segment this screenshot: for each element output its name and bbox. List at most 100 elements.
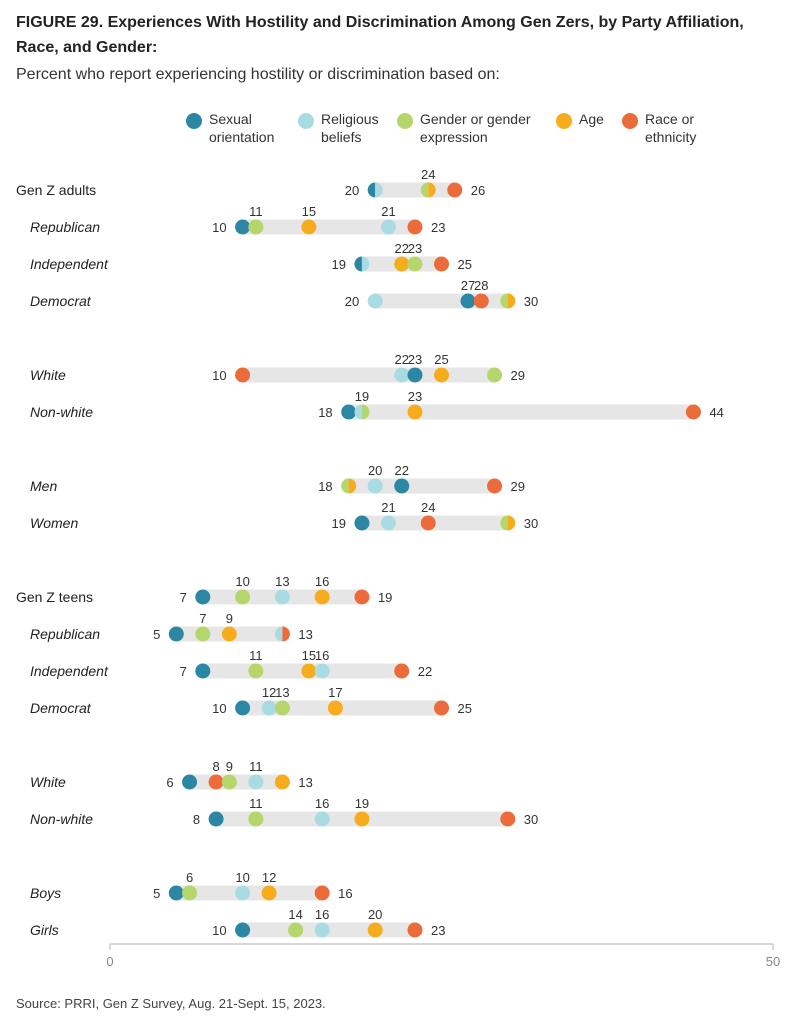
dot-gender <box>195 626 211 642</box>
data-label-religious: 10 <box>235 870 249 885</box>
dot-sexual-half <box>354 256 362 272</box>
dot-gender-half <box>500 293 508 309</box>
dot-gender <box>288 922 304 938</box>
legend-dot-religious-beliefs <box>298 113 314 129</box>
data-label-gender: 11 <box>249 648 263 663</box>
dot-age <box>301 663 317 679</box>
data-label-sexual: 5 <box>153 886 160 901</box>
data-label-age: 15 <box>302 204 316 219</box>
row-label: Girls <box>30 922 59 938</box>
legend-item-religious-beliefs: Religious beliefs <box>298 110 387 146</box>
dot-sexual <box>182 774 198 790</box>
legend-label: Religious beliefs <box>321 111 379 145</box>
data-label-religious: 13 <box>275 574 289 589</box>
dot-age <box>274 774 290 790</box>
legend-label: Sexual orientation <box>209 111 275 145</box>
row-label: Gen Z teens <box>16 589 93 605</box>
row-label: White <box>30 774 66 790</box>
dot-age-half <box>507 293 516 309</box>
dot-race <box>208 774 224 790</box>
data-label-gender: 13 <box>275 685 289 700</box>
row-label: Gen Z adults <box>16 182 96 198</box>
data-label-sexual: 19 <box>331 516 345 531</box>
data-label-sexual: 10 <box>212 220 226 235</box>
data-label-race: 25 <box>458 257 472 272</box>
dot-race <box>354 589 370 605</box>
legend-dot-age <box>556 113 572 129</box>
data-label-race: 8 <box>212 759 219 774</box>
data-label-race: 19 <box>378 590 392 605</box>
dot-race-half <box>282 626 290 642</box>
dot-sexual <box>235 700 251 716</box>
dot-gender <box>248 811 264 827</box>
data-label-religious: 11 <box>249 759 263 774</box>
dot-race <box>473 293 489 309</box>
dot-age <box>314 589 330 605</box>
data-label-age: 12 <box>262 870 276 885</box>
data-label-religious: 12 <box>262 685 276 700</box>
data-label-gender: 24 <box>421 167 435 182</box>
dot-race <box>407 922 423 938</box>
dot-religious <box>380 515 396 531</box>
dot-gender-half <box>500 515 508 531</box>
dot-race <box>500 811 516 827</box>
legend-item-sexual-orientation: Sexual orientation <box>186 110 289 146</box>
dot-sexual <box>407 367 423 383</box>
dot-religious <box>261 700 277 716</box>
data-label-race: 25 <box>458 701 472 716</box>
data-label-sexual: 10 <box>212 923 226 938</box>
dot-age <box>354 811 370 827</box>
dot-gender <box>221 774 237 790</box>
data-label-race: 10 <box>212 368 226 383</box>
data-label-gender: 9 <box>226 759 233 774</box>
data-label-sexual: 7 <box>180 664 187 679</box>
data-label-age: 22 <box>394 241 408 256</box>
dot-sexual <box>354 515 370 531</box>
dot-gender-half <box>341 478 349 494</box>
legend-dot-race-ethnicity <box>622 113 638 129</box>
dot-race <box>434 256 449 272</box>
dot-age-half <box>507 515 516 531</box>
row-label: Men <box>30 478 57 494</box>
dot-sexual <box>195 663 211 679</box>
data-label-age: 15 <box>302 648 316 663</box>
data-label-sexual: 23 <box>408 352 422 367</box>
dot-age <box>221 626 237 642</box>
legend-label: Gender or gender expression <box>420 111 531 145</box>
data-label-gender: 30 <box>524 516 538 531</box>
data-label-race: 29 <box>511 479 525 494</box>
data-label-sexual: 6 <box>166 775 173 790</box>
dot-gender-half <box>420 182 429 198</box>
dot-gender <box>487 367 503 383</box>
data-label-religious: 20 <box>368 463 382 478</box>
row-label: Non-white <box>30 811 93 827</box>
chart-subtitle: Percent who report experiencing hostilit… <box>16 66 500 83</box>
dot-gender-half <box>361 404 370 420</box>
row-label: Independent <box>30 663 109 679</box>
legend-dot-sexual-orientation <box>186 113 202 129</box>
chart-title: FIGURE 29. Experiences With Hostility an… <box>16 14 744 56</box>
row-label: Boys <box>30 885 61 901</box>
dot-age-half <box>428 182 436 198</box>
legend-item-age: Age <box>556 110 619 129</box>
data-label-religious: 19 <box>355 389 369 404</box>
dot-gender <box>248 663 264 679</box>
data-label-sexual: 22 <box>394 463 408 478</box>
dot-sexual <box>208 811 224 827</box>
data-label-race: 30 <box>524 812 538 827</box>
dot-sexual <box>168 885 184 901</box>
data-label-gender: 30 <box>524 294 538 309</box>
dot-sexual <box>235 922 251 938</box>
dot-sexual-half <box>367 182 376 198</box>
dot-sexual <box>394 478 410 494</box>
data-label-race: 24 <box>421 500 435 515</box>
row-label: Women <box>30 515 78 531</box>
dot-gender <box>274 700 290 716</box>
dot-sexual <box>195 589 211 605</box>
dot-gender <box>248 219 264 235</box>
data-label-religious: 21 <box>381 204 395 219</box>
row-label: Republican <box>30 219 100 235</box>
data-label-race: 44 <box>709 405 723 420</box>
data-label-religious: 22 <box>394 352 408 367</box>
dot-religious-half <box>375 182 383 198</box>
